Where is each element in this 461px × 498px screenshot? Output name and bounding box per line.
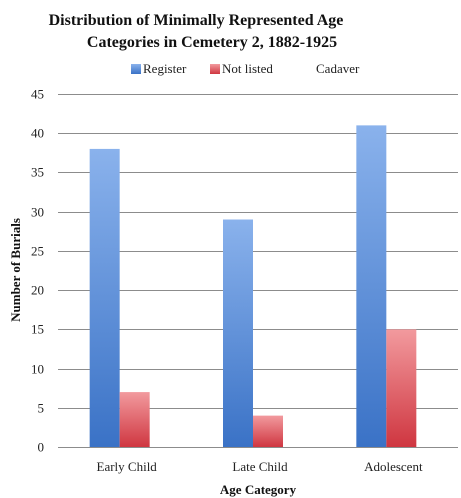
x-tick-label: Early Child	[97, 459, 158, 474]
x-axis-title: Age Category	[220, 482, 297, 497]
chart-title-line-2: Categories in Cemetery 2, 1882-1925	[87, 34, 337, 51]
x-tick-label: Late Child	[232, 459, 288, 474]
x-tick-label: Adolescent	[364, 459, 423, 474]
legend-swatch-not-listed	[210, 64, 220, 74]
bar-not-listed-late-child	[253, 415, 283, 447]
y-tick-label: 10	[31, 362, 44, 377]
bar-register-adolescent	[356, 125, 387, 447]
chart-title-line-1: Distribution of Minimally Represented Ag…	[49, 12, 344, 29]
legend-label-cadaver: Cadaver	[316, 61, 360, 76]
bars	[89, 125, 417, 447]
y-tick-label: 45	[31, 87, 44, 102]
bar-register-late-child	[223, 219, 253, 447]
legend: Register Not listed Cadaver	[131, 61, 360, 76]
y-tick-label: 40	[31, 126, 44, 141]
chart-title: Distribution of Minimally Represented Ag…	[49, 12, 344, 51]
y-tick-label: 20	[31, 283, 44, 298]
y-tick-label: 30	[31, 205, 44, 220]
y-axis-title: Number of Burials	[8, 218, 23, 322]
y-tick-label: 35	[31, 165, 44, 180]
y-axis-ticks: 0 5 10 15 20 25 30 35 40 45	[31, 87, 44, 455]
y-tick-label: 15	[31, 322, 44, 337]
y-tick-label: 0	[38, 440, 45, 455]
y-tick-label: 25	[31, 244, 44, 259]
bar-not-listed-early-child	[119, 392, 150, 447]
y-tick-label: 5	[38, 401, 45, 416]
x-axis-ticks: Early Child Late Child Adolescent	[97, 459, 423, 474]
legend-label-not-listed: Not listed	[222, 61, 273, 76]
legend-swatch-register	[131, 64, 141, 74]
bar-not-listed-adolescent	[386, 329, 417, 447]
bar-register-early-child	[89, 148, 120, 447]
legend-label-register: Register	[143, 61, 187, 76]
